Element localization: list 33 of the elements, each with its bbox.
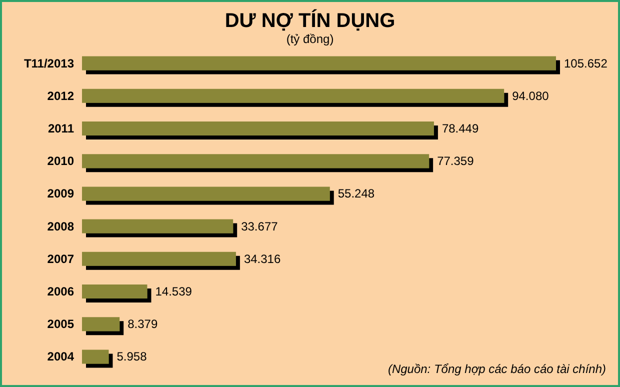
bar [82, 88, 504, 103]
data-label: 55.248 [338, 186, 375, 201]
data-label: 77.359 [437, 154, 474, 168]
y-tick-label: 2010 [47, 154, 74, 168]
data-label: 5.958 [116, 350, 148, 364]
annotation: (Nguồn: Tổng hợp các báo cáo tài chính) [388, 362, 606, 376]
data-label: 33.677 [241, 219, 278, 234]
data-label: 78.449 [442, 122, 479, 136]
data-label: 105.652 [564, 56, 608, 70]
bar [82, 219, 234, 234]
chart-subtitle: (tỷ đồng) [286, 32, 334, 46]
y-tick-label: 2004 [47, 350, 74, 364]
chart-title: DƯ NỢ TÍN DỤNG [224, 9, 396, 32]
y-tick-label: 2008 [47, 219, 74, 234]
y-tick-label: 2012 [47, 88, 74, 103]
y-tick-label: T11/2013 [24, 56, 74, 70]
y-tick-label: 2009 [47, 186, 74, 201]
bar [82, 284, 148, 298]
bar [82, 186, 330, 201]
data-label: 94.080 [512, 88, 550, 103]
y-tick-label: 2011 [48, 122, 74, 136]
data-label: 34.316 [244, 252, 281, 266]
bar [82, 317, 120, 332]
bar [82, 154, 430, 168]
data-label: 8.379 [128, 317, 158, 332]
y-tick-label: 2005 [47, 317, 74, 332]
y-tick-label: 2006 [47, 284, 74, 298]
data-label: 14.539 [155, 284, 192, 298]
y-tick-label: 2007 [47, 252, 74, 266]
bar [82, 56, 556, 70]
bar [82, 122, 434, 136]
bar [82, 350, 109, 364]
bar [82, 252, 236, 266]
